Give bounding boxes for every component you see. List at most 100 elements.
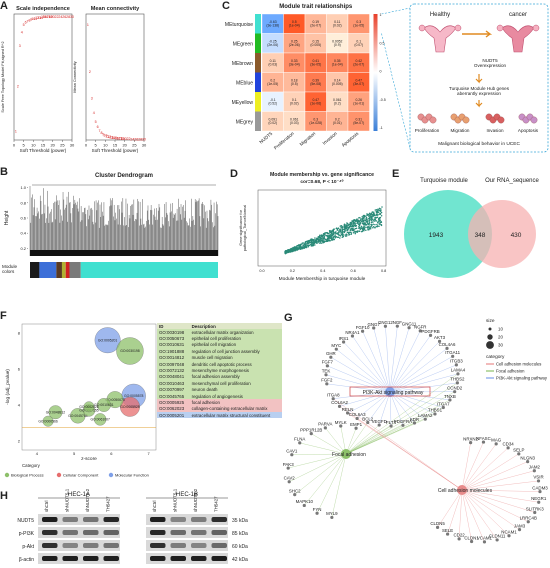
mean-connectivity-point: 10 [103,134,107,138]
scatter-point [375,209,378,211]
gene-label: NGF [393,320,403,325]
blot-strip [146,553,228,564]
progression-arrow-icon [462,30,493,38]
scatter-point [365,216,368,219]
scatter-point [346,222,349,225]
network-edge [461,489,472,542]
cell-icon [462,116,470,124]
panel-c: C Module trait relationships MEturquoise -… [222,0,550,160]
blot-strip [146,514,228,525]
scale-independence-point: 19 [49,15,53,19]
network-edge [362,331,391,393]
go-bubble-label: GO:0045768 [68,414,88,418]
gene-label: GHR [326,351,336,356]
scatter-point [318,240,321,242]
scale-independence-point: 8 [28,19,30,23]
size-legend-label: 30 [498,343,503,348]
scatter-point [308,242,311,244]
network-edge [345,422,368,455]
scatter-point [378,225,380,228]
gene-label: PARVA [318,422,332,427]
scatter-point [301,243,303,245]
gene-node [287,480,291,484]
scatter-point [372,219,374,222]
scatter-point [380,220,382,223]
gene-label: FLNA [294,437,305,442]
scale-independence-point: 13 [37,16,41,20]
scatter-point [361,222,364,224]
scatter-point [379,210,382,213]
gene-node [455,381,459,385]
scatter-point [372,226,374,229]
scatter-point [376,225,379,228]
network-edge [389,341,440,393]
gene-label: RELN [342,407,354,412]
gene-label: LAMA4 [451,368,466,373]
scatter-point [335,227,338,229]
scale-independence-point: 5 [23,23,25,27]
scatter-point [371,213,373,216]
gene-node [495,538,499,542]
scatter-point [363,215,366,218]
size-legend-dot [488,327,492,331]
dendrogram-tree [29,184,219,256]
gene-label: FLT4 [386,420,396,425]
gene-node [339,424,343,428]
go-bubble [94,327,121,354]
blot-band [103,543,119,548]
go-bubble-plot: -log (adj_pvalue) z-score 4 5 6 7 2 4 6 8 GO:00052… [4,323,157,478]
scatter-point [292,247,295,250]
scatter-point [361,220,363,223]
scatter-point [335,231,337,233]
scatter-point [336,232,338,235]
scatter-point [304,241,307,243]
scatter-point [302,244,305,247]
blot-band [150,530,166,535]
network-edge [288,453,347,469]
gene-node [533,510,537,515]
network-edge [461,442,484,491]
highlight-box [349,386,431,397]
scatter-point [309,243,312,246]
scatter-point [358,224,361,227]
go-bubble [48,405,63,420]
gene-label: COL4A6 [439,342,456,347]
blot-band [62,556,78,561]
network-edge [461,489,485,542]
gene-label: VCAM1 [477,536,493,541]
scatter-point [338,230,340,232]
venn-left-title: Turquoise module [420,178,468,184]
gene-node [445,532,450,536]
scatter-point [305,245,307,247]
blot-band [83,530,99,535]
network-edge [339,406,463,491]
gene-node [517,452,521,456]
mean-connectivity-point: 3 [91,96,93,100]
pathway-gene-network: FGF2 TEK FGF7 GHR MYC IRS1NR4A1FGF10GNG7GNG12… [283,318,548,544]
go-id-cell: GO:0050673 [157,335,190,342]
scatter-point [335,236,338,238]
scatter-point [352,232,355,234]
gene-node [298,441,302,445]
scale-independence-xlabel: Soft Threshold (power) [20,148,67,153]
venn-overlap-count: 348 [475,232,486,239]
scatter-point [365,221,367,223]
scatter-point [347,227,349,229]
scatter-point [349,221,352,224]
category-legend-label: PI3K-Akt signaling pathway [496,376,548,381]
category-legend-dot [56,472,62,478]
gene-label: CD34 [503,442,515,447]
gene-label: NGFR [414,325,426,330]
scale-independence-xtick-label: 25 [60,143,65,148]
scatter-point [321,235,323,237]
category-legend-label: Cell adhesion molecules [496,362,541,367]
scale-independence-point: 7 [27,20,29,24]
heatmap-cell-text: 0.2 (1e-05) [267,78,278,86]
scatter-point [325,234,327,237]
category-legend-label: Cellular Component [63,473,99,478]
scatter-point [354,223,356,226]
network-edge [461,489,529,522]
module-color-segment [69,262,81,278]
venn-left-circle [404,190,492,278]
go-id-cell: GO:0014812 [157,354,190,361]
